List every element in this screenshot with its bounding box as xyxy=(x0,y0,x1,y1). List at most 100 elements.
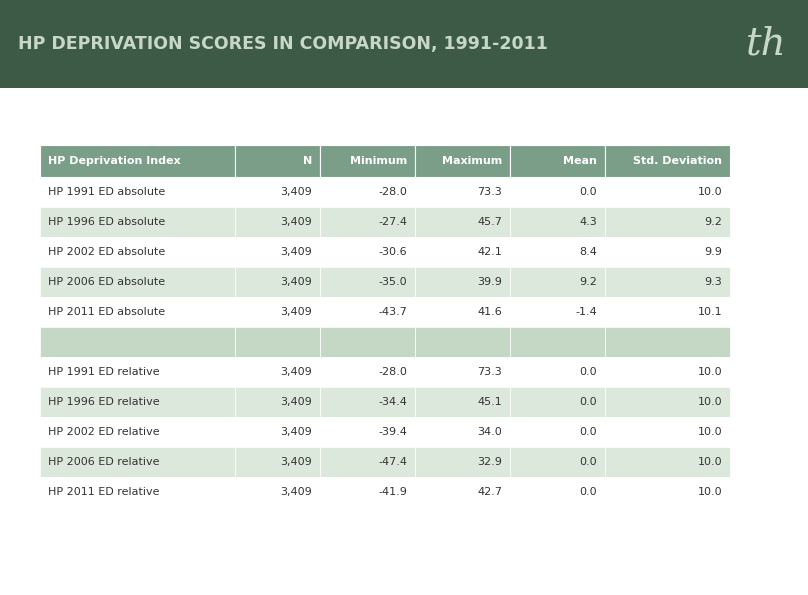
Text: 8.4: 8.4 xyxy=(579,247,597,257)
Bar xyxy=(40,477,235,507)
Text: 41.6: 41.6 xyxy=(478,307,502,317)
Bar xyxy=(510,177,605,207)
Bar xyxy=(320,447,415,477)
Bar xyxy=(40,387,235,417)
Text: 10.0: 10.0 xyxy=(697,397,722,407)
Bar xyxy=(235,387,320,417)
Text: 73.3: 73.3 xyxy=(478,367,502,377)
Text: 3,409: 3,409 xyxy=(280,247,312,257)
Bar xyxy=(510,327,605,357)
Text: 0.0: 0.0 xyxy=(579,427,597,437)
Text: HP 1991 ED relative: HP 1991 ED relative xyxy=(48,367,160,377)
Text: Minimum: Minimum xyxy=(350,156,407,166)
Text: HP 2006 ED relative: HP 2006 ED relative xyxy=(48,457,159,467)
Text: 9.2: 9.2 xyxy=(579,277,597,287)
Text: 10.0: 10.0 xyxy=(697,427,722,437)
Text: 9.9: 9.9 xyxy=(704,247,722,257)
Text: 0.0: 0.0 xyxy=(579,397,597,407)
Bar xyxy=(235,477,320,507)
Text: 3,409: 3,409 xyxy=(280,307,312,317)
Bar xyxy=(320,417,415,447)
Text: HP 1996 ED absolute: HP 1996 ED absolute xyxy=(48,217,166,227)
Bar xyxy=(40,267,235,297)
Bar xyxy=(320,357,415,387)
Bar xyxy=(40,327,235,357)
Text: -41.9: -41.9 xyxy=(378,487,407,497)
Text: 3,409: 3,409 xyxy=(280,457,312,467)
Bar xyxy=(415,297,510,327)
Bar xyxy=(235,297,320,327)
Bar xyxy=(510,267,605,297)
Text: 0.0: 0.0 xyxy=(579,457,597,467)
Bar xyxy=(605,237,730,267)
Text: -34.4: -34.4 xyxy=(378,397,407,407)
Bar xyxy=(320,297,415,327)
Text: 3,409: 3,409 xyxy=(280,187,312,197)
Bar xyxy=(605,387,730,417)
Bar xyxy=(510,145,605,177)
Text: 3,409: 3,409 xyxy=(280,217,312,227)
Text: -35.0: -35.0 xyxy=(378,277,407,287)
Bar xyxy=(605,447,730,477)
Text: 32.9: 32.9 xyxy=(478,457,502,467)
Bar xyxy=(415,477,510,507)
Bar xyxy=(510,417,605,447)
Bar xyxy=(510,387,605,417)
Bar xyxy=(235,357,320,387)
Bar xyxy=(605,417,730,447)
Text: 3,409: 3,409 xyxy=(280,427,312,437)
Bar xyxy=(320,477,415,507)
Text: 0.0: 0.0 xyxy=(579,367,597,377)
Bar xyxy=(605,145,730,177)
Text: 3,409: 3,409 xyxy=(280,397,312,407)
Bar xyxy=(510,477,605,507)
Bar xyxy=(415,207,510,237)
Text: 42.1: 42.1 xyxy=(478,247,502,257)
Text: HP 1996 ED relative: HP 1996 ED relative xyxy=(48,397,160,407)
Text: 34.0: 34.0 xyxy=(478,427,502,437)
Bar xyxy=(40,357,235,387)
Bar xyxy=(320,387,415,417)
Text: 45.1: 45.1 xyxy=(478,397,502,407)
Bar xyxy=(235,207,320,237)
Text: HP Deprivation Index: HP Deprivation Index xyxy=(48,156,181,166)
Bar xyxy=(235,267,320,297)
Bar xyxy=(605,207,730,237)
Text: 42.7: 42.7 xyxy=(477,487,502,497)
Bar xyxy=(510,207,605,237)
Text: 0.0: 0.0 xyxy=(579,187,597,197)
Text: -28.0: -28.0 xyxy=(378,367,407,377)
Bar xyxy=(510,357,605,387)
Bar xyxy=(605,297,730,327)
Bar xyxy=(320,145,415,177)
Text: Std. Deviation: Std. Deviation xyxy=(633,156,722,166)
Text: -43.7: -43.7 xyxy=(378,307,407,317)
Bar xyxy=(510,237,605,267)
Bar xyxy=(415,387,510,417)
Text: HP 2011 ED relative: HP 2011 ED relative xyxy=(48,487,159,497)
Text: 10.0: 10.0 xyxy=(697,367,722,377)
Text: 4.3: 4.3 xyxy=(579,217,597,227)
Text: 3,409: 3,409 xyxy=(280,367,312,377)
Bar xyxy=(40,237,235,267)
Text: -27.4: -27.4 xyxy=(378,217,407,227)
Text: 0.0: 0.0 xyxy=(579,487,597,497)
Text: -1.4: -1.4 xyxy=(575,307,597,317)
Bar xyxy=(415,447,510,477)
Bar xyxy=(235,177,320,207)
Bar xyxy=(510,447,605,477)
Bar xyxy=(40,177,235,207)
Bar xyxy=(40,447,235,477)
Bar xyxy=(235,327,320,357)
Bar xyxy=(40,145,235,177)
Bar xyxy=(605,327,730,357)
Text: 9.3: 9.3 xyxy=(705,277,722,287)
Text: 10.0: 10.0 xyxy=(697,457,722,467)
Text: HP 2002 ED absolute: HP 2002 ED absolute xyxy=(48,247,166,257)
Bar xyxy=(235,237,320,267)
Text: 45.7: 45.7 xyxy=(478,217,502,227)
Text: 10.0: 10.0 xyxy=(697,187,722,197)
Text: -28.0: -28.0 xyxy=(378,187,407,197)
Bar xyxy=(0,0,808,88)
Text: 10.0: 10.0 xyxy=(697,487,722,497)
